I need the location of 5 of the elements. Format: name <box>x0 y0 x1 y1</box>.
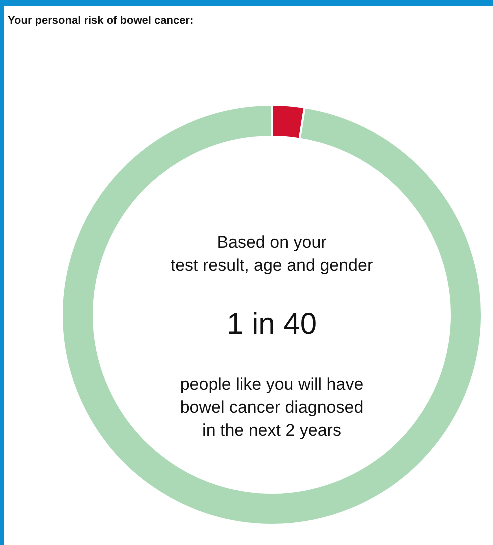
text: 1 in 40 <box>226 308 318 341</box>
text: people like you will have bowel cancer diagnosed in the next 2 years <box>180 375 364 440</box>
text: Based on your test result, age and gender <box>170 233 374 275</box>
donut-slice <box>61 104 483 526</box>
chart-title: Your personal risk of bowel cancer: <box>8 15 194 27</box>
